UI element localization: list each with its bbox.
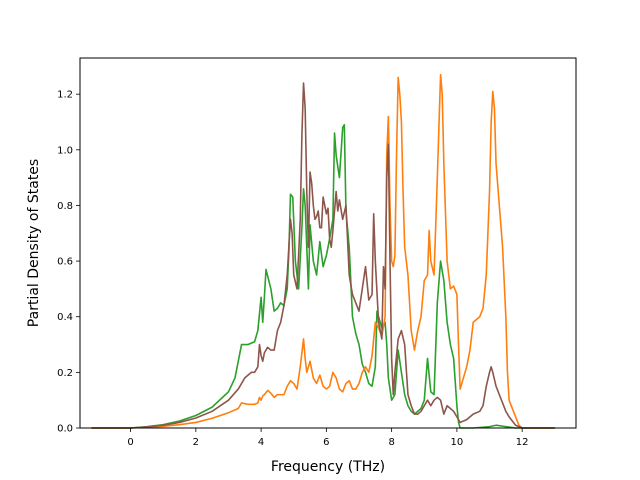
y-tick-label: 0.2 [57, 368, 73, 379]
y-axis-ticks: 0.0 0.2 0.4 0.6 0.8 1.0 1.2 [57, 90, 80, 435]
x-axis-ticks: 0 2 4 6 8 10 12 [127, 428, 529, 448]
plot-frame [79, 57, 577, 429]
plot-background [80, 58, 576, 428]
x-tick-label: 12 [516, 437, 529, 448]
x-tick-label: 4 [258, 437, 264, 448]
y-tick-label: 0.8 [57, 201, 73, 212]
y-axis-label: Partial Density of States [26, 159, 42, 327]
x-axis-label: Frequency (THz) [271, 459, 385, 475]
y-tick-label: 0.0 [57, 424, 73, 435]
series-layer [91, 73, 555, 429]
x-tick-label: 10 [451, 437, 464, 448]
x-tick-label: 0 [127, 437, 133, 448]
y-tick-label: 0.4 [57, 312, 73, 323]
y-tick-label: 0.6 [57, 257, 73, 268]
x-tick-label: 2 [193, 437, 199, 448]
series-line-3 [91, 82, 555, 429]
y-tick-label: 1.0 [57, 145, 73, 156]
x-tick-label: 6 [323, 437, 329, 448]
y-tick-label: 1.2 [57, 90, 73, 101]
x-tick-label: 8 [388, 437, 394, 448]
series-line-1 [91, 123, 555, 429]
series-line-2 [91, 73, 555, 429]
